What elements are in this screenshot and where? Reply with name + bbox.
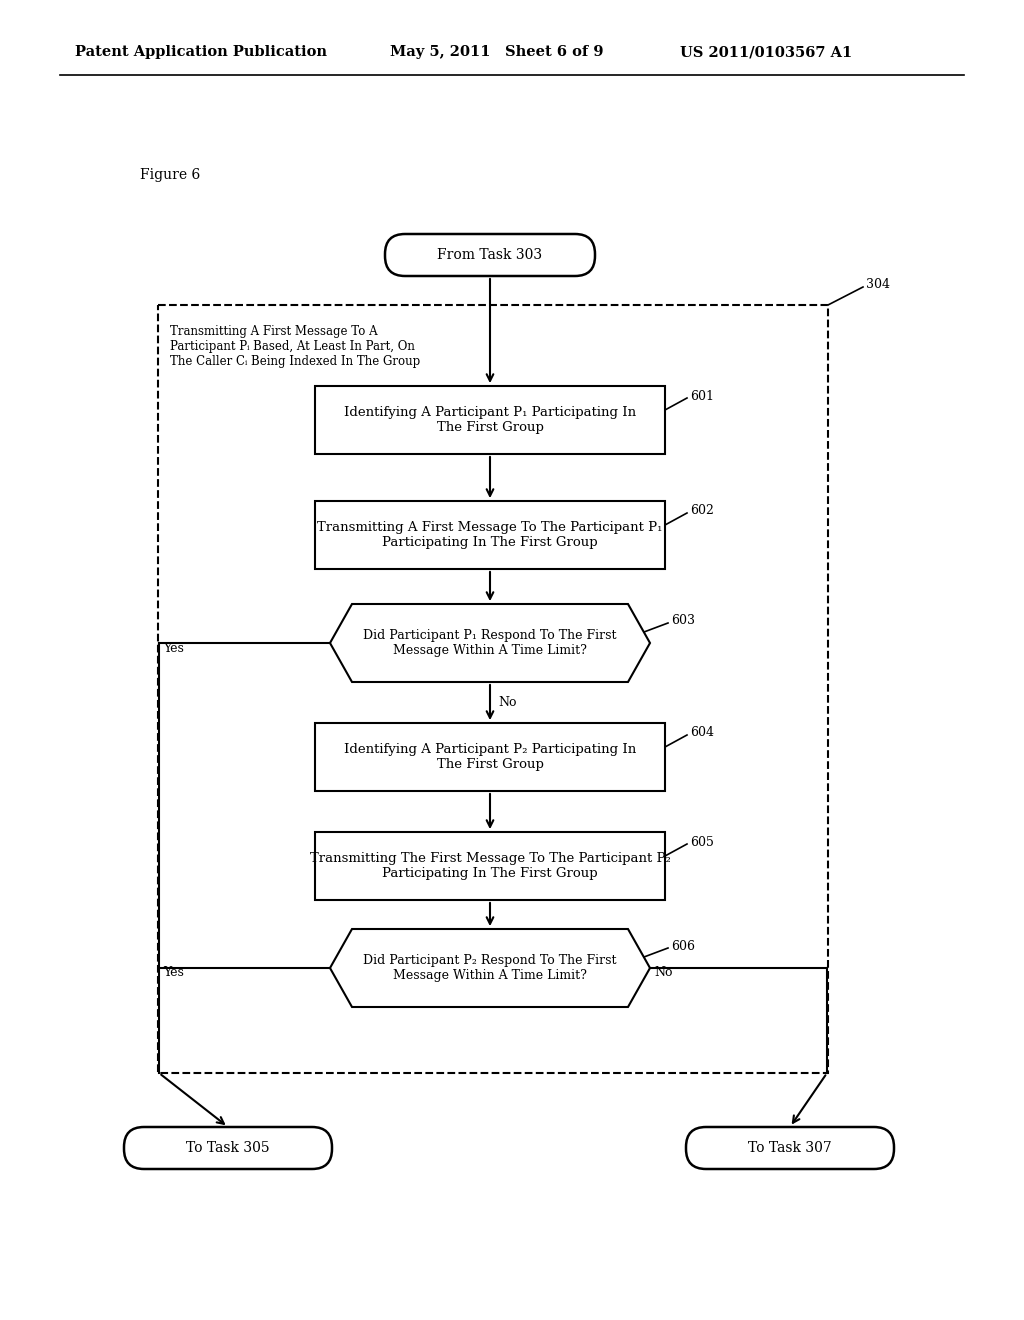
- Text: 304: 304: [866, 279, 890, 292]
- FancyBboxPatch shape: [385, 234, 595, 276]
- Text: Patent Application Publication: Patent Application Publication: [75, 45, 327, 59]
- Bar: [315, 385, 665, 454]
- Text: Identifying A Participant P₂ Participating In
The First Group: Identifying A Participant P₂ Participati…: [344, 743, 636, 771]
- Text: Yes: Yes: [163, 966, 184, 979]
- Polygon shape: [330, 605, 650, 682]
- Text: Transmitting The First Message To The Participant P₂
Participating In The First : Transmitting The First Message To The Pa…: [309, 851, 671, 880]
- Bar: [315, 723, 665, 791]
- Bar: [315, 832, 665, 900]
- Text: Did Participant P₁ Respond To The First
Message Within A Time Limit?: Did Participant P₁ Respond To The First …: [364, 630, 616, 657]
- Bar: [315, 502, 665, 569]
- Text: To Task 305: To Task 305: [186, 1140, 269, 1155]
- Text: Yes: Yes: [163, 642, 184, 655]
- Text: To Task 307: To Task 307: [749, 1140, 831, 1155]
- Polygon shape: [330, 929, 650, 1007]
- Text: Figure 6: Figure 6: [140, 168, 201, 182]
- Text: 602: 602: [690, 504, 714, 517]
- Text: Identifying A Participant P₁ Participating In
The First Group: Identifying A Participant P₁ Participati…: [344, 407, 636, 434]
- Text: US 2011/0103567 A1: US 2011/0103567 A1: [680, 45, 852, 59]
- Text: Did Participant P₂ Respond To The First
Message Within A Time Limit?: Did Participant P₂ Respond To The First …: [364, 954, 616, 982]
- Text: From Task 303: From Task 303: [437, 248, 543, 261]
- Text: 601: 601: [690, 389, 714, 403]
- Text: No: No: [498, 696, 516, 709]
- Text: 606: 606: [671, 940, 695, 953]
- Text: No: No: [654, 966, 673, 979]
- Text: Transmitting A First Message To A
Participant Pᵢ Based, At Least In Part, On
The: Transmitting A First Message To A Partic…: [170, 325, 420, 368]
- FancyBboxPatch shape: [124, 1127, 332, 1170]
- Text: 604: 604: [690, 726, 714, 739]
- FancyBboxPatch shape: [686, 1127, 894, 1170]
- Text: 605: 605: [690, 836, 714, 849]
- Text: May 5, 2011: May 5, 2011: [390, 45, 490, 59]
- Text: Transmitting A First Message To The Participant P₁
Participating In The First Gr: Transmitting A First Message To The Part…: [317, 521, 663, 549]
- Text: 603: 603: [671, 615, 695, 627]
- Text: Sheet 6 of 9: Sheet 6 of 9: [505, 45, 603, 59]
- Bar: [158, 305, 828, 1073]
